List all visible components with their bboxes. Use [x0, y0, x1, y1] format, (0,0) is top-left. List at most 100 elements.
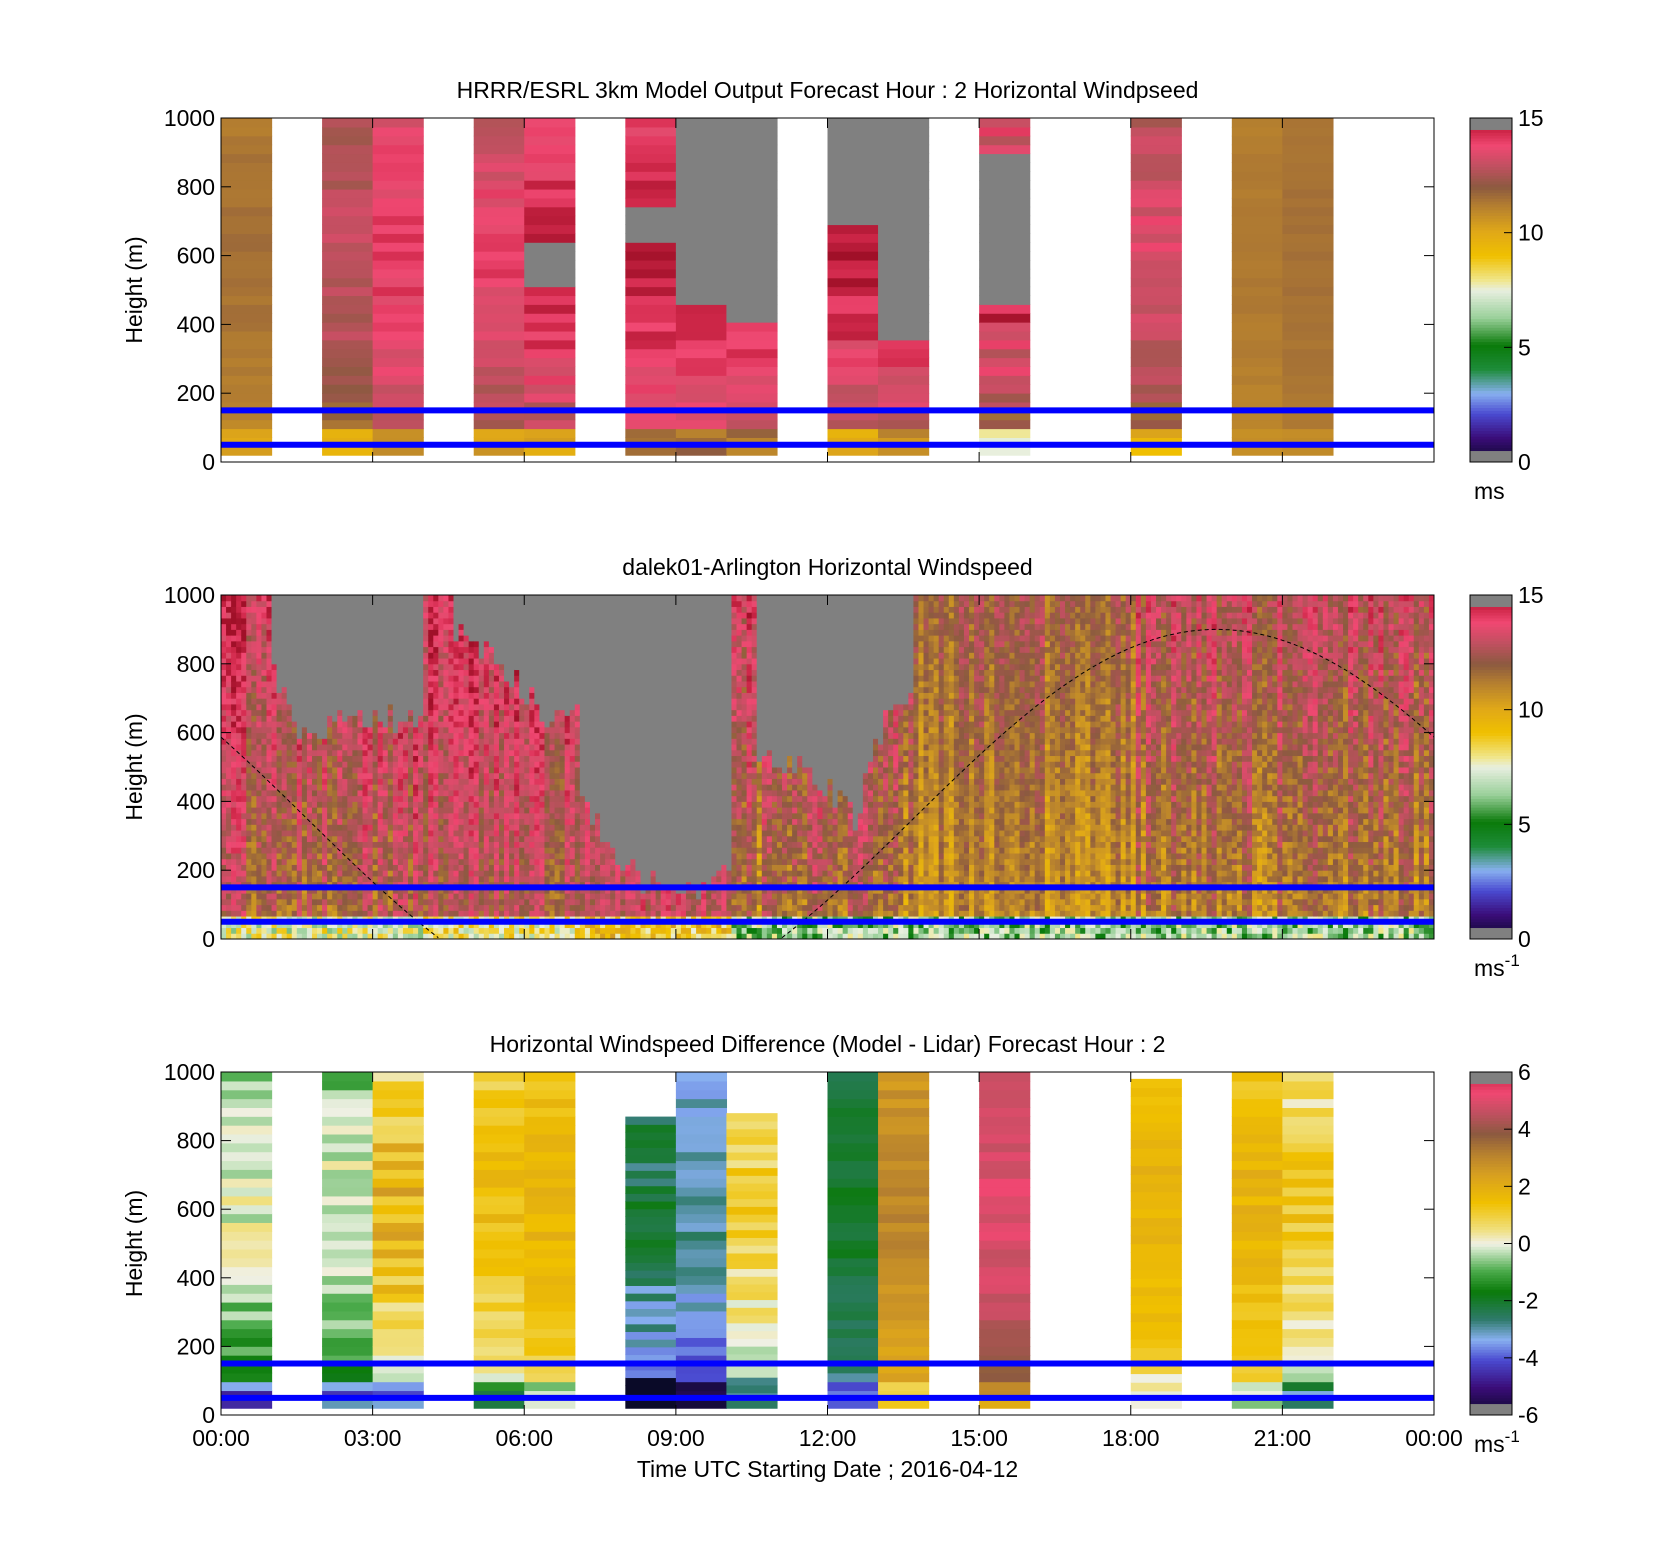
heatmap-cell — [448, 726, 454, 734]
heatmap-cell — [246, 761, 252, 768]
heatmap-cell — [534, 870, 540, 877]
heatmap-cell — [347, 686, 353, 693]
heatmap-cell — [524, 384, 576, 394]
heatmap-cell — [413, 755, 419, 762]
heatmap-cell — [493, 875, 500, 883]
colorbar-segment — [1470, 281, 1512, 285]
heatmap-cell — [438, 698, 444, 705]
heatmap-cell — [504, 893, 510, 900]
heatmap-cell — [306, 686, 313, 693]
heatmap-cell — [322, 703, 328, 711]
heatmap-cell — [362, 835, 369, 843]
heatmap-cell — [569, 600, 576, 607]
heatmap-cell — [276, 767, 283, 774]
heatmap-cell — [514, 933, 520, 940]
heatmap-cell — [291, 841, 298, 848]
heatmap-cell — [367, 824, 374, 831]
heatmap-cell — [726, 206, 778, 217]
heatmap-cell — [418, 686, 424, 693]
heatmap-cell — [478, 893, 485, 900]
heatmap-cell — [387, 617, 394, 625]
heatmap-cell — [221, 921, 227, 929]
heatmap-cell — [221, 410, 273, 421]
heatmap-cell — [529, 807, 535, 814]
heatmap-cell — [438, 635, 444, 642]
heatmap-cell — [296, 744, 303, 751]
heatmap-cell — [579, 927, 586, 934]
heatmap-cell — [478, 801, 485, 808]
heatmap-cell — [468, 675, 475, 682]
heatmap-cell — [246, 692, 252, 699]
heatmap-cell — [1231, 428, 1283, 438]
heatmap-cell — [387, 910, 394, 917]
heatmap-cell — [241, 681, 247, 688]
heatmap-cell — [241, 772, 247, 779]
heatmap-cell — [519, 749, 525, 757]
heatmap-cell — [332, 784, 338, 791]
heatmap-cell — [428, 898, 434, 906]
heatmap-cell — [266, 807, 273, 814]
heatmap-cell — [504, 801, 510, 808]
heatmap-cell — [979, 446, 1031, 456]
heatmap-cell — [251, 738, 257, 745]
heatmap-cell — [317, 640, 323, 648]
heatmap-cell — [306, 824, 313, 831]
heatmap-cell — [402, 858, 409, 865]
heatmap-cell — [569, 732, 576, 739]
heatmap-cell — [524, 927, 530, 934]
heatmap-cell — [468, 870, 475, 877]
heatmap-cell — [372, 366, 424, 376]
heatmap-cell — [296, 675, 303, 682]
heatmap-cell — [408, 887, 414, 894]
heatmap-cell — [322, 658, 328, 665]
heatmap-cell — [226, 927, 232, 934]
heatmap-cell — [453, 652, 460, 659]
heatmap-cell — [266, 692, 273, 699]
heatmap-cell — [1231, 286, 1283, 297]
heatmap-cell — [524, 755, 530, 762]
heatmap-cell — [221, 215, 273, 226]
heatmap-cell — [488, 698, 495, 705]
heatmap-cell — [231, 640, 237, 648]
heatmap-cell — [397, 703, 404, 711]
heatmap-cell — [392, 698, 399, 705]
heatmap-cell — [408, 675, 414, 682]
heatmap-cell — [276, 910, 283, 917]
heatmap-cell — [463, 887, 470, 894]
heatmap-cell — [221, 898, 227, 906]
heatmap-cell — [428, 893, 434, 900]
heatmap-cell — [534, 927, 540, 934]
heatmap-cell — [241, 904, 247, 911]
heatmap-cell — [539, 824, 545, 831]
heatmap-cell — [428, 875, 434, 883]
heatmap-cell — [1231, 313, 1283, 323]
heatmap-cell — [509, 824, 515, 831]
heatmap-cell — [241, 893, 247, 900]
heatmap-cell — [473, 295, 525, 305]
heatmap-cell — [509, 898, 515, 906]
heatmap-cell — [448, 646, 454, 653]
heatmap-cell — [529, 921, 535, 929]
heatmap-cell — [362, 600, 369, 607]
heatmap-cell — [524, 732, 530, 739]
heatmap-cell — [423, 772, 429, 779]
heatmap-cell — [367, 921, 374, 929]
heatmap-cell — [327, 812, 333, 820]
heatmap-cell — [261, 818, 267, 825]
heatmap-cell — [322, 224, 374, 234]
heatmap-cell — [498, 870, 505, 877]
heatmap-cell — [519, 784, 525, 791]
heatmap-cell — [544, 646, 551, 653]
heatmap-cell — [377, 629, 384, 636]
heatmap-cell — [443, 732, 449, 739]
heatmap-cell — [579, 778, 586, 785]
heatmap-cell — [498, 812, 505, 820]
heatmap-cell — [296, 732, 303, 739]
heatmap-cell — [443, 681, 449, 688]
heatmap-cell — [524, 375, 576, 385]
heatmap-cell — [286, 692, 293, 699]
heatmap-cell — [524, 663, 530, 671]
colorbar-segment — [1470, 138, 1512, 142]
heatmap-cell — [266, 904, 273, 911]
heatmap-cell — [569, 623, 576, 630]
